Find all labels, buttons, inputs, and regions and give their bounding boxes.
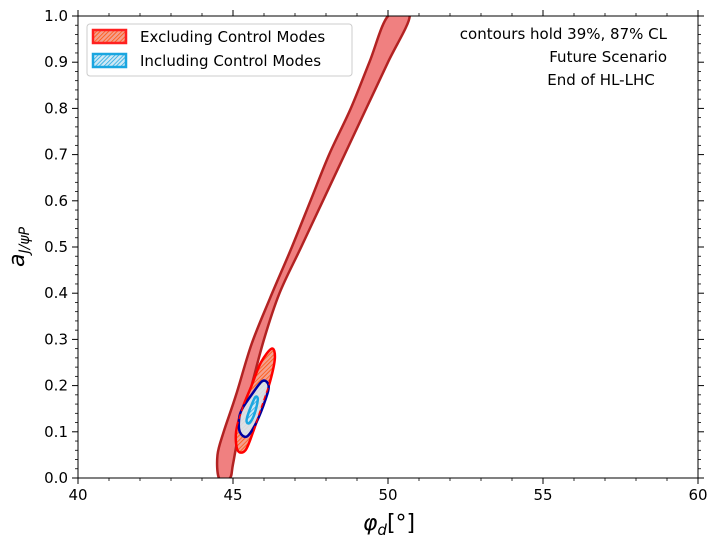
legend-box (86, 23, 353, 77)
y-axis-label: aJ/ψP (5, 226, 33, 267)
legend-swatch-including (91, 52, 128, 69)
y-tick-label: 0.3 (44, 330, 68, 348)
region-including-39 (245, 395, 260, 425)
x-tick-label: 45 (223, 486, 242, 504)
legend-swatch-excluding (91, 28, 128, 45)
y-tick-label: 0.9 (44, 53, 68, 71)
x-tick-label: 60 (688, 486, 707, 504)
region-excluding-39-dashed (235, 347, 276, 454)
y-tick-label: 0.8 (44, 99, 68, 117)
y-tick-label: 0.4 (44, 284, 68, 302)
legend-label-excluding: Excluding Control Modes (140, 28, 325, 46)
legend: Excluding Control Modes Including Contro… (86, 23, 353, 77)
x-minor-ticks (108, 13, 668, 481)
y-tick-label: 0.5 (44, 238, 68, 256)
y-tick-label: 1.0 (44, 7, 68, 25)
y-tick-label: 0.1 (44, 423, 68, 441)
x-tick-label: 50 (378, 486, 397, 504)
annotation-hllhc: End of HL-LHC (547, 71, 654, 89)
x-axis: 40 45 50 55 60 (68, 10, 708, 504)
annotations: contours hold 39%, 87% CL Future Scenari… (460, 25, 668, 89)
x-tick-label: 55 (533, 486, 552, 504)
y-tick-label: 0.7 (44, 146, 68, 164)
x-axis-label: φd[°] (363, 511, 415, 539)
annotation-cl: contours hold 39%, 87% CL (460, 25, 668, 43)
x-tick-label: 40 (68, 486, 87, 504)
y-minor-ticks (75, 24, 701, 470)
annotation-scenario: Future Scenario (549, 48, 667, 66)
contour-regions (215, 16, 411, 478)
y-tick-label: 0.6 (44, 192, 68, 210)
legend-label-including: Including Control Modes (140, 52, 321, 70)
y-tick-label: 0.2 (44, 377, 68, 395)
y-axis: 0.0 0.1 0.2 0.3 0.4 0.5 0.6 0.7 0.8 0.9 1.0 (44, 7, 704, 487)
y-tick-label: 0.0 (44, 469, 68, 487)
